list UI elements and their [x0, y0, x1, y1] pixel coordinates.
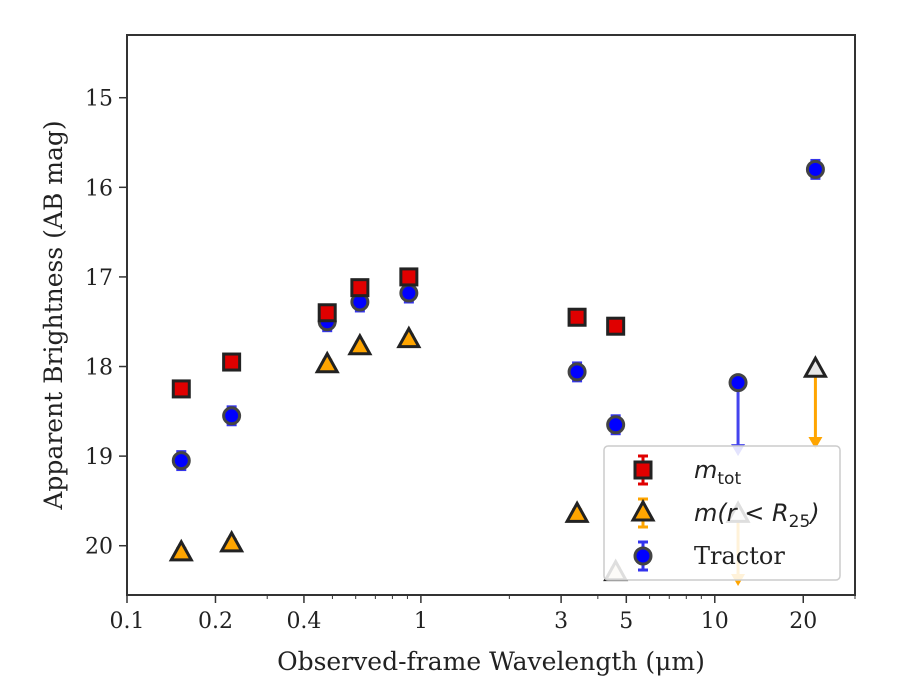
- data-point: [171, 379, 191, 399]
- legend-label: mtot: [694, 456, 741, 489]
- legend-box: [603, 445, 841, 581]
- x-tick-label: 10: [701, 609, 729, 634]
- x-tick-label: 5: [619, 609, 633, 634]
- y-tick-label: 19: [85, 445, 113, 470]
- y-axis-label: Apparent Brightness (AB mag): [39, 120, 68, 510]
- x-axis-label: Observed-frame Wavelength (μm): [277, 647, 705, 676]
- data-point: [317, 303, 337, 323]
- plot-area: [168, 158, 828, 587]
- data-point: [567, 307, 587, 327]
- x-tick-label: 20: [789, 609, 817, 634]
- data-point: [802, 355, 828, 378]
- data-point: [606, 415, 626, 435]
- legend-marker: [630, 498, 656, 522]
- y-tick-label: 15: [85, 87, 113, 112]
- data-point: [564, 500, 590, 523]
- y-tick-label: 17: [85, 266, 113, 291]
- legend-marker: [633, 546, 653, 566]
- data-point: [399, 283, 419, 303]
- legend-item-mtot: mtot: [633, 454, 741, 489]
- data-point: [171, 451, 191, 471]
- y-tick-label: 16: [85, 176, 113, 201]
- data-point: [314, 350, 340, 374]
- data-point: [805, 159, 825, 179]
- x-tick-label: 3: [554, 609, 568, 634]
- legend-label: Tractor: [694, 542, 785, 570]
- x-tick-label: 0.1: [110, 609, 145, 634]
- data-point: [168, 538, 194, 562]
- series-mtot: [171, 267, 626, 399]
- plot-frame: [126, 34, 856, 596]
- legend-marker: [633, 460, 653, 480]
- axes: 0.1 0.2 0.4 1 3 5 10 20 15 16 17 18 19 20: [85, 87, 856, 634]
- x-tick-label: 0.4: [286, 609, 321, 634]
- data-point: [606, 316, 626, 336]
- data-point: [350, 278, 370, 298]
- data-point: [399, 267, 419, 287]
- data-point: [222, 406, 242, 426]
- legend-label: m(r < R25): [694, 499, 820, 532]
- legend-item-mr25: m(r < R25): [630, 497, 820, 532]
- data-point: [396, 325, 422, 349]
- data-point: [219, 529, 245, 553]
- data-point: [222, 352, 242, 372]
- legend: mtot m(r < R25) Tractor: [603, 445, 841, 581]
- x-tick-label: 1: [414, 609, 428, 634]
- data-point: [728, 373, 748, 393]
- legend-item-tractor: Tractor: [633, 540, 785, 572]
- data-point: [347, 332, 373, 356]
- y-tick-label: 18: [85, 356, 113, 381]
- x-tick-label: 0.2: [198, 609, 233, 634]
- data-point: [567, 362, 587, 382]
- y-tick-label: 20: [85, 535, 113, 560]
- upper-limit-arrowhead: [808, 436, 823, 449]
